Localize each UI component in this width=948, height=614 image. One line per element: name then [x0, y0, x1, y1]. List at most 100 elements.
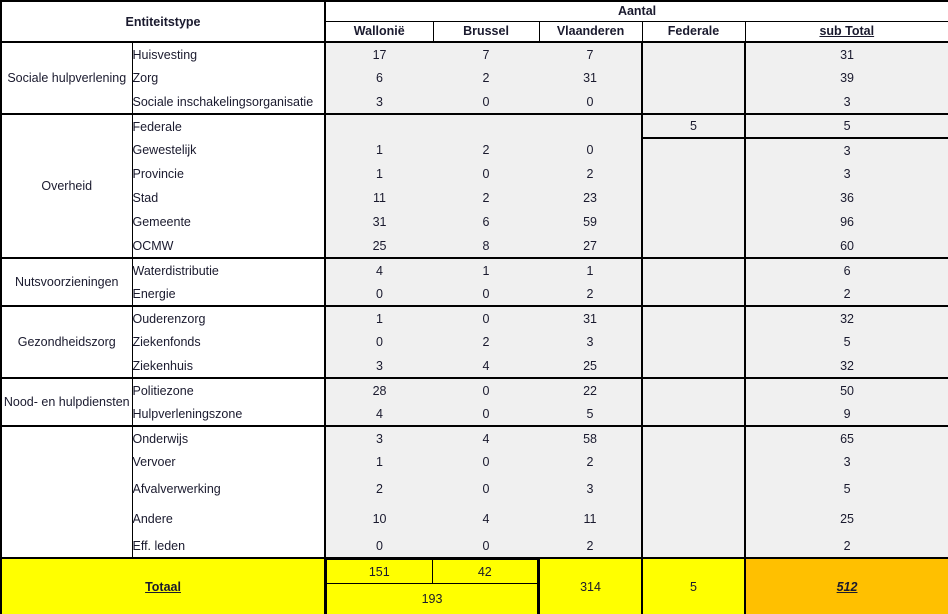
cell-wallonie: 4 — [324, 257, 434, 282]
cell-brussel: 7 — [433, 41, 540, 66]
cell-brussel: 2 — [433, 330, 540, 354]
cell-federale — [641, 41, 747, 114]
cell-brussel: 2 — [433, 138, 540, 162]
cell-subtotal: 32 — [744, 354, 948, 379]
table-row: Stad 11 2 23 36 — [1, 186, 948, 210]
cell-wallonie: 2 — [324, 474, 434, 504]
cell-wallonie: 25 — [324, 234, 434, 259]
cell-vlaanderen: 2 — [539, 450, 644, 474]
table-row: Andere 10 4 11 25 — [1, 504, 948, 534]
cell-federale — [641, 377, 747, 426]
cell-wallonie: 31 — [324, 210, 434, 234]
cell-vlaanderen: 3 — [539, 474, 644, 504]
header-col-subtotal: sub Total — [744, 20, 948, 43]
cell-brussel: 0 — [433, 534, 540, 559]
row-label: Ouderenzorg — [131, 305, 327, 330]
header-aantal: Aantal — [324, 0, 948, 22]
cell-vlaanderen: 0 — [539, 90, 644, 115]
cell-wallonie: 1 — [324, 305, 434, 330]
row-label: Zorg — [131, 66, 327, 90]
cell-wallonie: 11 — [324, 186, 434, 210]
totals-row: Totaal 151 42 193 314 5 512 — [0, 557, 948, 614]
cell-vlaanderen: 23 — [539, 186, 644, 210]
table-row: Provincie 1 0 2 3 — [1, 162, 948, 186]
header-col-brussel: Brussel — [432, 20, 540, 43]
cell-federale — [641, 425, 747, 558]
cell-vlaanderen: 25 — [539, 354, 644, 379]
cell-subtotal: 5 — [744, 113, 948, 139]
cell-subtotal: 36 — [744, 186, 948, 210]
row-label: Politiezone — [131, 377, 327, 402]
cell-vlaanderen: 1 — [539, 257, 644, 282]
cell-subtotal: 3 — [744, 162, 948, 186]
table-row: Eff. leden 0 0 2 2 — [1, 534, 948, 559]
table-row: OCMW 25 8 27 60 — [1, 234, 948, 259]
cell-subtotal: 5 — [744, 474, 948, 504]
cell-brussel: 0 — [433, 162, 540, 186]
totals-federale: 5 — [641, 557, 747, 614]
header-col-federale: Federale — [641, 20, 746, 43]
cell-subtotal: 50 — [744, 377, 948, 402]
header-row-top: Entiteitstype Aantal — [0, 0, 948, 43]
row-label: Andere — [131, 504, 327, 534]
table-row: Nutsvoorzieningen Waterdistributie 4 1 1… — [0, 257, 948, 307]
cell-wallonie: 3 — [324, 354, 434, 379]
cell-brussel: 2 — [433, 186, 540, 210]
cell-wallonie: 0 — [324, 282, 434, 307]
cell-subtotal: 65 — [744, 425, 948, 450]
totals-grand-total-text: 512 — [836, 580, 858, 594]
totals-wallonie-brussel-block: 151 42 193 — [324, 557, 541, 614]
table-row: Gemeente 31 6 59 96 — [1, 210, 948, 234]
row-label: Sociale inschakelingsorganisatie — [131, 90, 327, 115]
cell-brussel: 0 — [433, 402, 540, 427]
header-col-vlaanderen: Vlaanderen — [538, 20, 643, 43]
cell-vlaanderen: 31 — [539, 66, 644, 90]
cell-subtotal: 3 — [744, 450, 948, 474]
cell-brussel: 2 — [433, 66, 540, 90]
cell-subtotal: 3 — [744, 90, 948, 115]
cell-wallonie: 17 — [324, 41, 434, 66]
row-label: Ziekenfonds — [131, 330, 327, 354]
cell-brussel: 1 — [433, 257, 540, 282]
cell-subtotal: 5 — [744, 330, 948, 354]
cell-subtotal: 60 — [744, 234, 948, 259]
cell-wallonie: 1 — [324, 138, 434, 162]
cell-subtotal: 9 — [744, 402, 948, 427]
cell-wallonie: 1 — [324, 162, 434, 186]
row-label: OCMW — [131, 234, 327, 259]
cell-subtotal: 6 — [744, 257, 948, 282]
cell-wallonie: 6 — [324, 66, 434, 90]
cell-subtotal: 3 — [744, 138, 948, 162]
totals-label: Totaal — [0, 557, 327, 614]
table-row: Ziekenhuis 3 4 25 32 — [1, 354, 948, 379]
row-label: Afvalverwerking — [131, 474, 327, 504]
row-label: Hulpverleningszone — [131, 402, 327, 427]
group-label-sociale-hulpverlening: Sociale hulpverlening — [0, 41, 133, 115]
row-label: Federale — [131, 113, 327, 138]
cell-wallonie: 0 — [324, 534, 434, 559]
cell-vlaanderen: 22 — [539, 377, 644, 402]
cell-vlaanderen: 0 — [539, 138, 644, 162]
cell-federale: 5 — [641, 113, 747, 139]
cell-brussel: 6 — [433, 210, 540, 234]
cell-federale — [641, 138, 747, 258]
cell-subtotal: 31 — [744, 41, 948, 66]
cell-brussel: 0 — [433, 450, 540, 474]
table-row: Energie 0 0 2 2 — [1, 282, 948, 307]
cell-wallonie: 4 — [324, 402, 434, 427]
row-label: Onderwijs — [131, 425, 327, 450]
cell-brussel: 8 — [433, 234, 540, 259]
cell-brussel: 0 — [433, 377, 540, 402]
cell-wallonie — [324, 113, 434, 138]
totals-brussel: 42 — [431, 559, 539, 584]
row-label: Stad — [131, 186, 327, 210]
header-col-subtotal-text: sub Total — [819, 24, 875, 39]
cell-vlaanderen: 58 — [539, 425, 644, 450]
row-label: Provincie — [131, 162, 327, 186]
cell-subtotal: 32 — [744, 305, 948, 330]
cell-subtotal: 39 — [744, 66, 948, 90]
cell-wallonie: 3 — [324, 425, 434, 450]
cell-brussel: 4 — [433, 504, 540, 534]
row-label: Energie — [131, 282, 327, 307]
